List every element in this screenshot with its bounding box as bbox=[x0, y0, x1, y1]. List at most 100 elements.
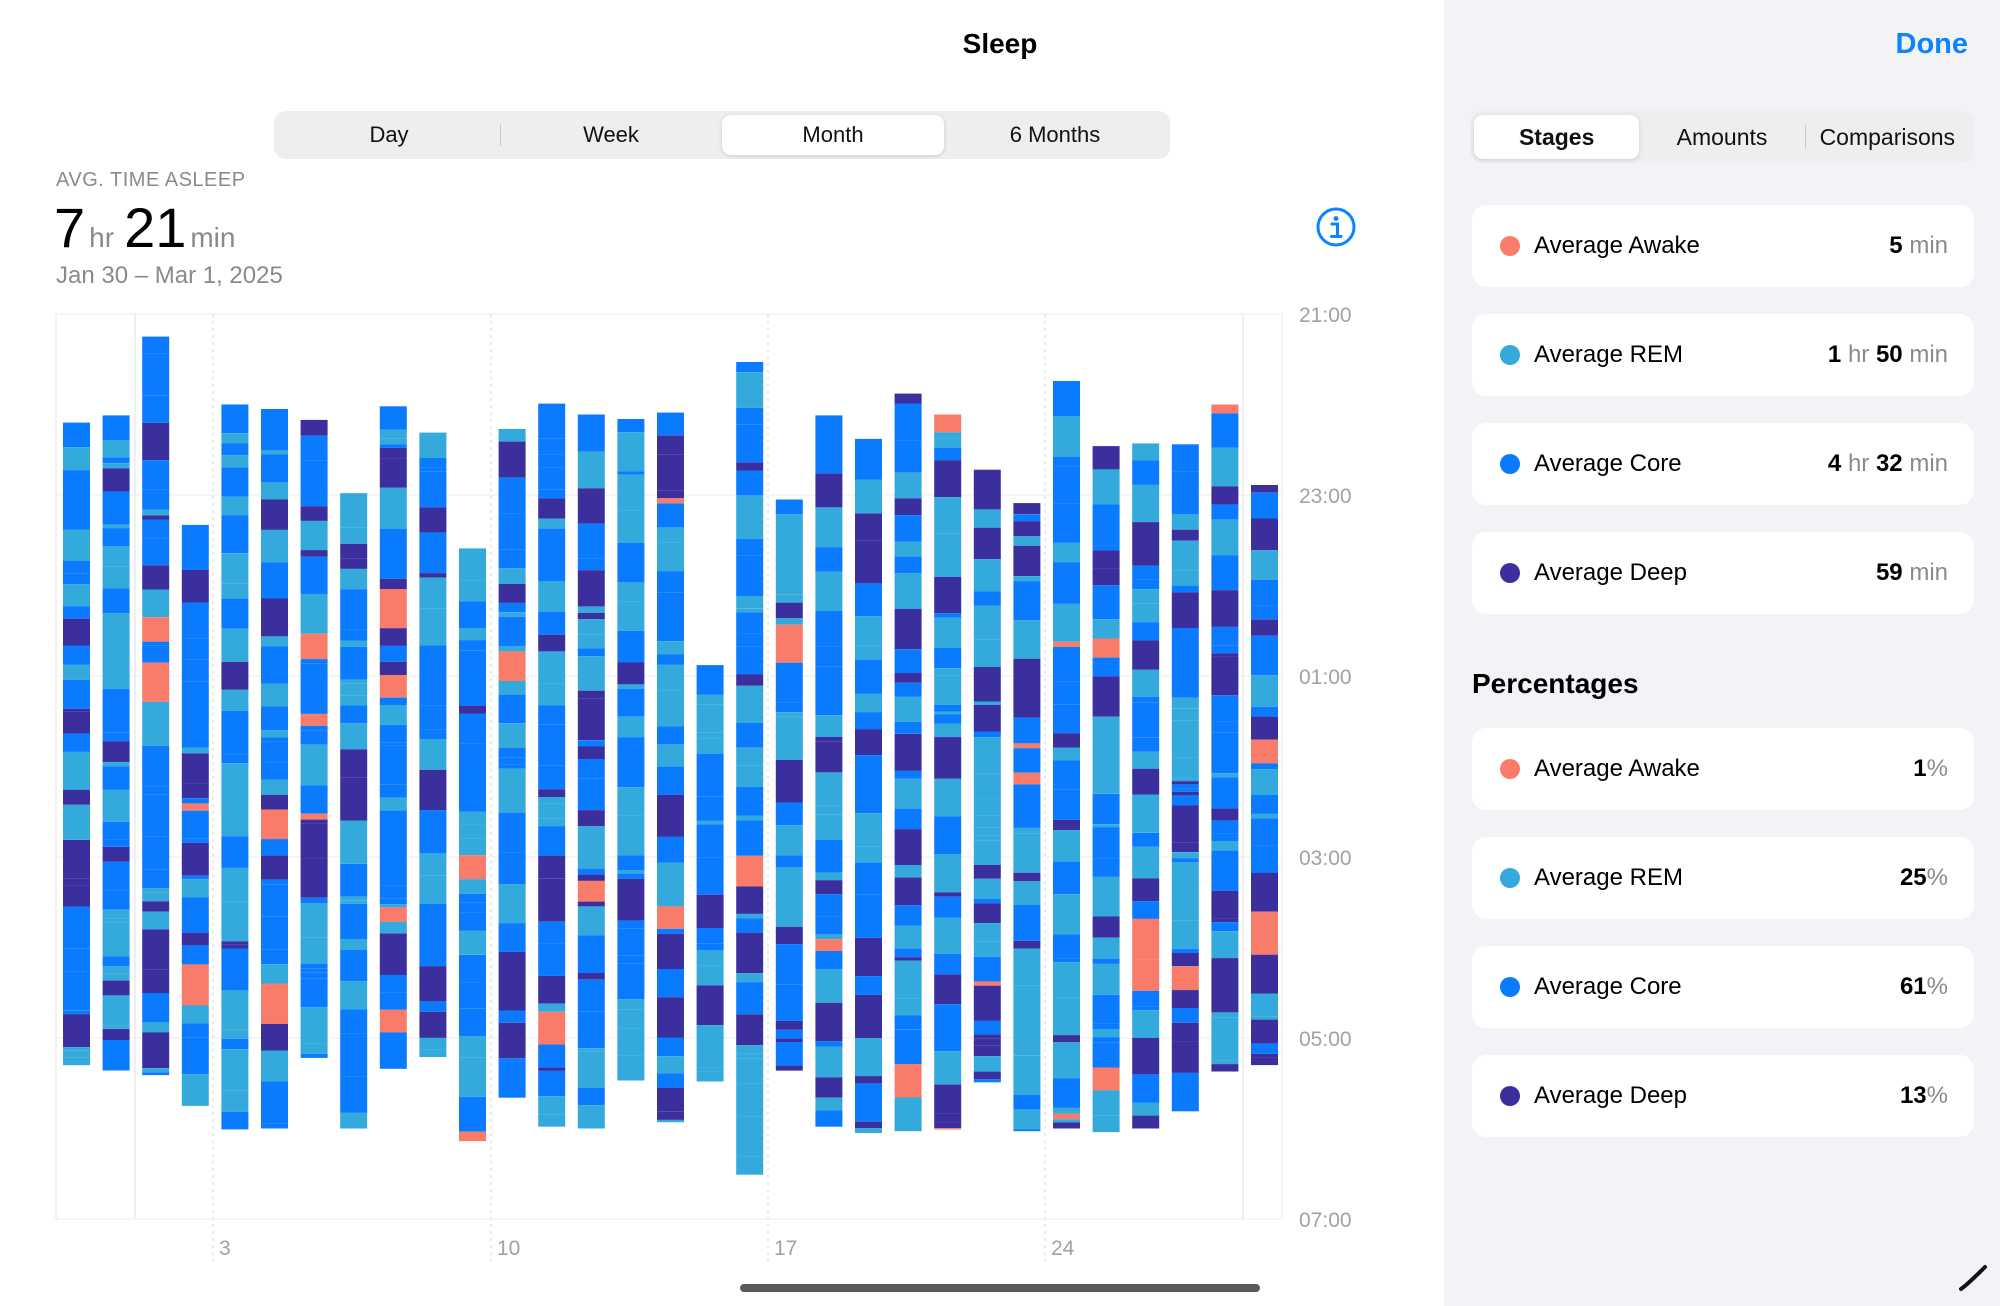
night-bar[interactable] bbox=[934, 414, 962, 1130]
sleep-stage-segment bbox=[142, 353, 170, 396]
sleep-stage-segment bbox=[934, 714, 962, 724]
night-bar[interactable] bbox=[696, 665, 724, 1082]
sleep-stage-segment bbox=[815, 1041, 843, 1047]
sleep-stage-segment bbox=[696, 950, 724, 966]
sleep-stage-segment bbox=[973, 701, 1001, 705]
sleep-stage-segment bbox=[459, 902, 486, 913]
percent-awake-card[interactable]: Average Awake 1% bbox=[1472, 728, 1974, 810]
y-tick-label: 03:00 bbox=[1299, 847, 1352, 870]
info-icon[interactable] bbox=[1316, 207, 1356, 247]
night-bar[interactable] bbox=[1211, 404, 1239, 1072]
sleep-stage-segment bbox=[300, 1043, 328, 1054]
sleep-stage-segment bbox=[221, 553, 249, 584]
average-rem-card[interactable]: Average REM 1 hr 50 min bbox=[1472, 314, 1974, 396]
tab-week[interactable]: Week bbox=[500, 115, 722, 155]
night-bar[interactable] bbox=[102, 415, 130, 1071]
night-bar[interactable] bbox=[1132, 443, 1160, 1129]
night-bar[interactable] bbox=[855, 438, 882, 1133]
sleep-stage-segment bbox=[498, 1058, 526, 1062]
sleep-stage-segment bbox=[261, 884, 288, 917]
sleep-stage-segment bbox=[1211, 695, 1239, 722]
night-bar[interactable] bbox=[498, 428, 526, 1098]
done-button[interactable]: Done bbox=[1895, 28, 1969, 60]
night-bar[interactable] bbox=[1053, 381, 1080, 1129]
night-bar[interactable] bbox=[973, 469, 1001, 1083]
sleep-stage-segment bbox=[1013, 658, 1041, 703]
sleep-stage-segment bbox=[1251, 550, 1278, 580]
night-bar[interactable] bbox=[815, 415, 843, 1127]
sleep-stage-segment bbox=[102, 890, 130, 910]
sleep-stage-segment bbox=[498, 583, 526, 603]
sleep-stage-segment bbox=[1132, 1037, 1160, 1075]
night-bar[interactable] bbox=[300, 419, 328, 1058]
tab-comparisons[interactable]: Comparisons bbox=[1804, 115, 1970, 159]
sleep-stage-segment bbox=[1053, 603, 1080, 642]
night-bar[interactable] bbox=[1092, 446, 1120, 1133]
night-bar[interactable] bbox=[181, 524, 209, 1106]
tab-amounts[interactable]: Amounts bbox=[1639, 115, 1804, 159]
night-bar[interactable] bbox=[419, 432, 447, 1057]
night-bar[interactable] bbox=[538, 403, 566, 1127]
sleep-stage-segment bbox=[181, 1005, 209, 1024]
rem-dot-icon bbox=[1500, 345, 1520, 365]
sleep-stage-segment bbox=[63, 1057, 90, 1066]
night-bar[interactable] bbox=[577, 414, 605, 1129]
sleep-stage-segment bbox=[894, 541, 922, 557]
y-tick-label: 01:00 bbox=[1299, 666, 1352, 689]
night-bar[interactable] bbox=[63, 422, 90, 1066]
sleep-stage-segment bbox=[1132, 751, 1160, 769]
night-bar[interactable] bbox=[1251, 485, 1278, 1066]
tab-month[interactable]: Month bbox=[722, 115, 944, 155]
tab-6-months[interactable]: 6 Months bbox=[944, 115, 1166, 155]
sleep-stage-segment bbox=[657, 527, 684, 543]
sleep-stage-segment bbox=[934, 414, 962, 433]
percent-rem-card[interactable]: Average REM 25% bbox=[1472, 837, 1974, 919]
tab-day[interactable]: Day bbox=[278, 115, 500, 155]
sleep-stage-segment bbox=[577, 648, 605, 657]
sleep-stage-segment bbox=[498, 694, 526, 724]
night-bar[interactable] bbox=[894, 393, 922, 1132]
night-bar[interactable] bbox=[221, 404, 249, 1130]
sleep-stage-segment bbox=[181, 783, 209, 799]
sleep-stage-segment bbox=[379, 438, 407, 445]
pencil-icon[interactable] bbox=[1958, 1262, 1988, 1292]
percent-deep-card[interactable]: Average Deep 13% bbox=[1472, 1055, 1974, 1137]
night-bar[interactable] bbox=[657, 412, 684, 1123]
sleep-stage-segment bbox=[1053, 641, 1080, 647]
sleep-stage-segment bbox=[1053, 819, 1080, 831]
sleep-stage-segment bbox=[696, 753, 724, 797]
night-bar[interactable] bbox=[261, 409, 288, 1129]
average-deep-card[interactable]: Average Deep 59 min bbox=[1472, 532, 1974, 614]
sleep-stage-segment bbox=[577, 759, 605, 779]
sleep-stage-segment bbox=[657, 969, 684, 986]
night-bar[interactable] bbox=[340, 493, 368, 1129]
home-indicator[interactable] bbox=[740, 1284, 1260, 1292]
sleep-stage-segment bbox=[775, 1065, 803, 1071]
percent-core-card[interactable]: Average Core 61% bbox=[1472, 946, 1974, 1028]
night-bar[interactable] bbox=[459, 548, 486, 1142]
tab-label: Comparisons bbox=[1819, 123, 1956, 150]
tab-stages[interactable]: Stages bbox=[1474, 115, 1640, 159]
sleep-stage-segment bbox=[102, 980, 130, 996]
night-bar[interactable] bbox=[1171, 444, 1199, 1112]
night-bar[interactable] bbox=[142, 336, 170, 1076]
awake-dot-icon bbox=[1500, 759, 1520, 779]
night-bar[interactable] bbox=[736, 362, 764, 1175]
sleep-stage-segment bbox=[736, 1045, 764, 1054]
sleep-stage-segment bbox=[736, 1014, 764, 1046]
sleep-stage-segment bbox=[142, 1032, 170, 1068]
average-core-card[interactable]: Average Core 4 hr 32 min bbox=[1472, 423, 1974, 505]
sleep-stage-segment bbox=[1132, 832, 1160, 847]
sleep-stage-segment bbox=[775, 802, 803, 826]
sleep-stage-segment bbox=[1211, 890, 1239, 919]
sleep-stage-segment bbox=[181, 747, 209, 754]
night-bar[interactable] bbox=[1013, 503, 1041, 1132]
night-bar[interactable] bbox=[379, 406, 407, 1069]
sleep-stage-segment bbox=[1132, 702, 1160, 738]
night-bar[interactable] bbox=[775, 499, 803, 1071]
sleep-stage-segment bbox=[934, 448, 962, 461]
night-bar[interactable] bbox=[617, 419, 645, 1081]
sleep-stage-segment bbox=[855, 937, 882, 977]
tab-label: Amounts bbox=[1676, 123, 1768, 150]
average-awake-card[interactable]: Average Awake 5 min bbox=[1472, 205, 1974, 287]
